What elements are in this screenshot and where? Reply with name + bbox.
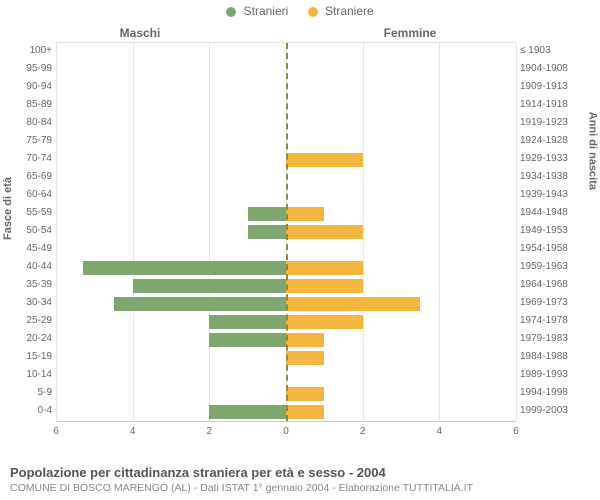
bar-female — [286, 315, 363, 329]
age-label: 30-34 — [8, 297, 52, 308]
birth-years-label: 1929-1933 — [520, 153, 588, 164]
birth-years-label: 1939-1943 — [520, 189, 588, 200]
age-label: 25-29 — [8, 315, 52, 326]
chart-title: Popolazione per cittadinanza straniera p… — [10, 465, 590, 480]
bar-female — [286, 297, 420, 311]
gridline — [516, 43, 517, 421]
birth-years-label: 1934-1938 — [520, 171, 588, 182]
x-tick-label: 2 — [360, 426, 366, 437]
x-tick-label: 0 — [283, 426, 289, 437]
x-tick-label: 6 — [513, 426, 519, 437]
birth-years-label: 1994-1998 — [520, 387, 588, 398]
chart-subtitle: COMUNE DI BOSCO MARENGO (AL) - Dati ISTA… — [10, 482, 590, 494]
age-label: 85-89 — [8, 99, 52, 110]
age-label: 70-74 — [8, 153, 52, 164]
bar-female — [286, 387, 324, 401]
age-label: 50-54 — [8, 225, 52, 236]
bar-male — [248, 207, 286, 221]
birth-years-label: 1959-1963 — [520, 261, 588, 272]
swatch-female — [308, 7, 318, 17]
age-label: 35-39 — [8, 279, 52, 290]
age-label: 55-59 — [8, 207, 52, 218]
x-tick-label: 2 — [207, 426, 213, 437]
birth-years-label: 1919-1923 — [520, 117, 588, 128]
legend-item-male: Stranieri — [226, 4, 288, 18]
age-label: 95-99 — [8, 63, 52, 74]
bar-female — [286, 225, 363, 239]
age-label: 15-19 — [8, 351, 52, 362]
bar-male — [248, 225, 286, 239]
column-title-female: Femmine — [280, 26, 540, 40]
age-label: 40-44 — [8, 261, 52, 272]
age-label: 80-84 — [8, 117, 52, 128]
bar-male — [83, 261, 286, 275]
bar-male — [114, 297, 287, 311]
birth-years-label: 1924-1928 — [520, 135, 588, 146]
age-label: 100+ — [8, 45, 52, 56]
age-label: 90-94 — [8, 81, 52, 92]
age-label: 5-9 — [8, 387, 52, 398]
column-title-male: Maschi — [0, 26, 280, 40]
birth-years-label: 1969-1973 — [520, 297, 588, 308]
age-label: 65-69 — [8, 171, 52, 182]
center-divider — [286, 43, 288, 421]
bar-male — [209, 405, 286, 419]
bar-male — [209, 333, 286, 347]
age-label: 10-14 — [8, 369, 52, 380]
bar-female — [286, 153, 363, 167]
chart-footer: Popolazione per cittadinanza straniera p… — [10, 465, 590, 494]
population-pyramid-chart: Stranieri Straniere Maschi Femmine Fasce… — [0, 0, 600, 500]
bar-female — [286, 405, 324, 419]
legend: Stranieri Straniere — [0, 4, 600, 18]
birth-years-label: 1954-1958 — [520, 243, 588, 254]
birth-years-label: 1999-2003 — [520, 405, 588, 416]
birth-years-label: 1914-1918 — [520, 99, 588, 110]
legend-label-male: Stranieri — [244, 4, 289, 18]
birth-years-label: 1979-1983 — [520, 333, 588, 344]
bar-male — [133, 279, 286, 293]
bar-female — [286, 207, 324, 221]
age-label: 0-4 — [8, 405, 52, 416]
bar-female — [286, 261, 363, 275]
age-label: 75-79 — [8, 135, 52, 146]
swatch-male — [226, 7, 236, 17]
bar-female — [286, 333, 324, 347]
birth-years-label: 1964-1968 — [520, 279, 588, 290]
age-label: 45-49 — [8, 243, 52, 254]
plot-area: 6420246 100+≤ 190395-991904-190890-94190… — [56, 42, 516, 440]
birth-years-label: 1909-1913 — [520, 81, 588, 92]
birth-years-label: 1984-1988 — [520, 351, 588, 362]
birth-years-label: 1949-1953 — [520, 225, 588, 236]
birth-years-label: ≤ 1903 — [520, 45, 588, 56]
x-tick-label: 6 — [53, 426, 59, 437]
bar-female — [286, 279, 363, 293]
bar-male — [209, 315, 286, 329]
x-tick-label: 4 — [130, 426, 136, 437]
age-label: 20-24 — [8, 333, 52, 344]
birth-years-label: 1989-1993 — [520, 369, 588, 380]
birth-years-label: 1944-1948 — [520, 207, 588, 218]
age-label: 60-64 — [8, 189, 52, 200]
legend-label-female: Straniere — [325, 4, 374, 18]
x-axis: 6 4 2 0 2 4 6 — [56, 421, 516, 441]
legend-item-female: Straniere — [308, 4, 374, 18]
x-tick-label: 4 — [437, 426, 443, 437]
birth-years-label: 1974-1978 — [520, 315, 588, 326]
bar-female — [286, 351, 324, 365]
birth-years-label: 1904-1908 — [520, 63, 588, 74]
